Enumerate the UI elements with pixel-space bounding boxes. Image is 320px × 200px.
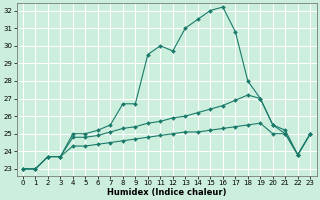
- X-axis label: Humidex (Indice chaleur): Humidex (Indice chaleur): [107, 188, 226, 197]
